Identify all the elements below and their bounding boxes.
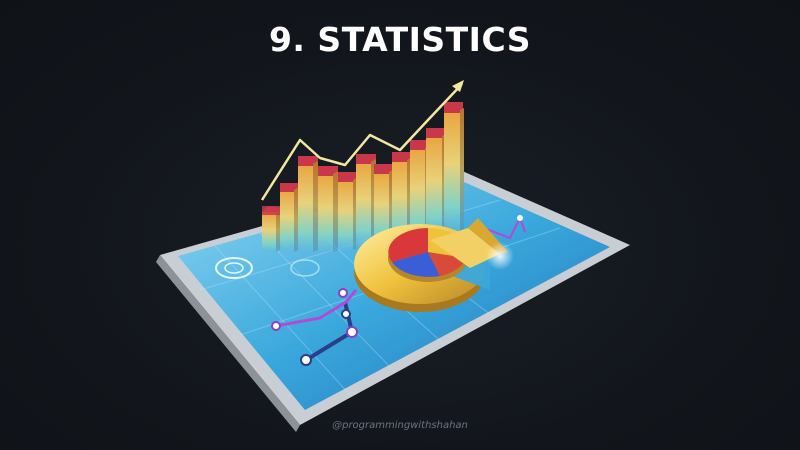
watermark-handle: @programmingwithshahan xyxy=(332,420,468,431)
line-graph-icon xyxy=(271,215,526,366)
trend-arrow-icon xyxy=(260,80,464,201)
pie-chart-icon xyxy=(354,218,514,312)
bar-chart-icon xyxy=(262,102,464,252)
slide-title: 9. STATISTICS xyxy=(268,20,532,59)
